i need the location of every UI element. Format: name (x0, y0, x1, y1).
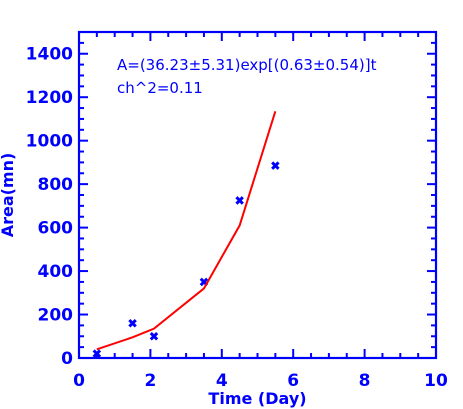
data-point-stroke (128, 318, 137, 328)
x-tick-label: 4 (216, 371, 228, 391)
x-tick-label: 10 (424, 371, 448, 391)
fit-curve (96, 111, 277, 351)
data-point-stroke (235, 196, 244, 205)
data-point-stroke (271, 161, 280, 170)
data-point (271, 161, 280, 170)
fit-equation: A=(36.23±5.31)exp[(0.63±0.54)]t (117, 56, 377, 74)
y-axis-ticks (79, 41, 436, 359)
data-point-stroke (149, 332, 159, 341)
data-point (92, 349, 102, 358)
y-tick-label: 600 (38, 219, 74, 239)
y-tick-label: 400 (38, 262, 74, 282)
x-tick-label: 8 (359, 371, 371, 391)
x-tick-label: 2 (144, 371, 156, 391)
x-tick-label: 0 (73, 371, 85, 391)
y-tick-label: 1000 (26, 132, 73, 152)
x-axis-label: Time (Day) (208, 389, 306, 408)
x-axis-tick-labels: 0 2 4 6 8 10 (73, 371, 448, 391)
fit-annotations: A=(36.23±5.31)exp[(0.63±0.54)]t ch^2=0.1… (117, 56, 377, 97)
y-tick-label: 1400 (26, 45, 73, 65)
chi-square-label: ch^2=0.11 (117, 79, 203, 97)
series-layer (92, 111, 280, 358)
y-tick-label: 800 (38, 175, 74, 195)
y-tick-label: 200 (38, 306, 74, 326)
data-point (149, 332, 159, 341)
data-point (235, 196, 244, 205)
data-point (128, 318, 137, 328)
y-tick-label: 0 (61, 349, 73, 369)
x-tick-label: 6 (287, 371, 299, 391)
y-axis-label: Area(mn) (0, 153, 17, 238)
y-axis-tick-labels: 0 200 400 600 800 1000 1200 1400 (26, 45, 73, 369)
data-point-stroke (92, 349, 102, 358)
y-tick-label: 1200 (26, 88, 73, 108)
data-point-stroke (199, 277, 209, 287)
